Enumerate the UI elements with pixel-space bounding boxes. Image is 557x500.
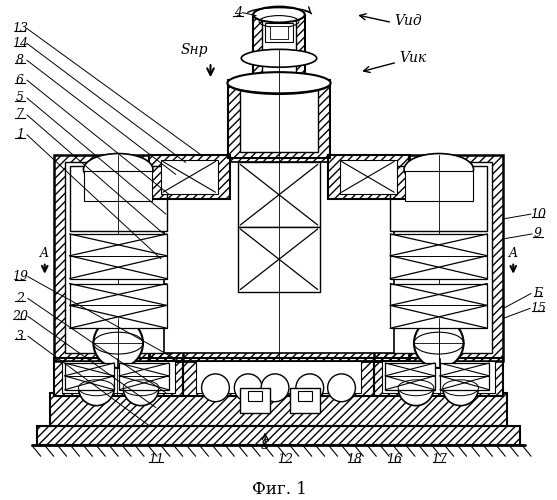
Bar — [161, 160, 218, 194]
Text: 18: 18 — [346, 452, 363, 466]
Circle shape — [202, 374, 229, 402]
Bar — [382, 361, 495, 392]
Circle shape — [296, 374, 324, 402]
Bar — [385, 363, 435, 390]
Ellipse shape — [227, 72, 331, 94]
Text: Vид: Vид — [394, 14, 422, 28]
Text: 9: 9 — [534, 228, 542, 240]
Bar — [50, 392, 507, 426]
Bar — [265, 22, 293, 42]
Bar — [53, 358, 183, 396]
Bar — [53, 154, 183, 361]
Text: 14: 14 — [12, 37, 28, 50]
Text: Б: Б — [534, 287, 543, 300]
Text: Фиг. 1: Фиг. 1 — [252, 480, 306, 498]
Circle shape — [414, 318, 463, 368]
Bar — [298, 391, 312, 400]
Bar — [149, 154, 231, 199]
Ellipse shape — [404, 154, 473, 186]
Ellipse shape — [253, 6, 305, 22]
Circle shape — [398, 370, 434, 406]
Text: Sнр: Sнр — [181, 44, 208, 58]
Bar — [62, 361, 175, 392]
Text: 13: 13 — [12, 22, 28, 35]
Circle shape — [234, 374, 262, 402]
Bar — [390, 284, 487, 328]
Text: 3: 3 — [16, 330, 24, 342]
Bar — [50, 392, 507, 426]
Bar — [238, 162, 320, 227]
Bar — [149, 154, 409, 361]
Bar — [37, 426, 520, 446]
Bar — [53, 154, 183, 361]
Bar — [340, 160, 397, 194]
Bar — [149, 154, 409, 361]
Bar — [240, 86, 317, 152]
Bar — [248, 391, 262, 400]
Bar — [390, 166, 487, 231]
Text: 2: 2 — [16, 292, 24, 305]
Text: 19: 19 — [12, 270, 28, 283]
Ellipse shape — [84, 154, 153, 186]
Bar — [328, 154, 409, 199]
Text: 11: 11 — [148, 452, 164, 466]
Bar — [374, 358, 504, 396]
Bar — [238, 227, 320, 292]
Bar — [405, 172, 472, 201]
Circle shape — [261, 374, 289, 402]
Bar — [262, 18, 296, 80]
Bar — [70, 234, 167, 278]
Text: A: A — [509, 248, 518, 260]
Bar — [290, 388, 320, 412]
Bar — [37, 426, 520, 446]
Bar — [53, 358, 183, 396]
Text: Vик: Vик — [399, 52, 426, 66]
Text: 6: 6 — [16, 74, 24, 86]
Text: 1: 1 — [16, 128, 24, 141]
Bar — [374, 358, 504, 396]
Text: 8: 8 — [16, 54, 24, 66]
Bar — [70, 284, 167, 328]
Bar — [164, 162, 394, 353]
Circle shape — [443, 370, 478, 406]
Text: 5: 5 — [16, 92, 24, 104]
Text: 16: 16 — [386, 452, 402, 466]
Bar — [253, 16, 305, 83]
Bar — [65, 363, 114, 390]
Circle shape — [328, 374, 355, 402]
Text: 4: 4 — [234, 6, 242, 19]
Bar — [65, 162, 172, 353]
Circle shape — [123, 370, 159, 406]
Bar — [85, 172, 152, 201]
Bar — [228, 80, 330, 158]
Bar — [183, 358, 374, 396]
Text: 17: 17 — [431, 452, 447, 466]
Bar — [240, 388, 270, 412]
Bar — [270, 26, 288, 40]
Text: 12: 12 — [277, 452, 293, 466]
Bar — [183, 358, 374, 396]
Text: 15: 15 — [530, 302, 546, 315]
Bar — [253, 16, 305, 83]
Circle shape — [79, 370, 114, 406]
Bar — [374, 154, 504, 361]
Bar — [228, 80, 330, 158]
Bar — [328, 154, 409, 199]
Bar — [70, 166, 167, 231]
Bar — [196, 361, 361, 392]
Text: 7: 7 — [16, 108, 24, 122]
Bar — [385, 162, 492, 353]
Bar — [390, 234, 487, 278]
Bar — [374, 154, 504, 361]
Text: A: A — [40, 248, 49, 260]
Text: 10: 10 — [530, 208, 546, 220]
Circle shape — [94, 318, 143, 368]
Bar — [119, 363, 169, 390]
Text: 20: 20 — [12, 310, 28, 323]
Bar — [149, 154, 231, 199]
Ellipse shape — [241, 50, 317, 67]
Bar — [440, 363, 490, 390]
Text: S: S — [261, 439, 270, 452]
